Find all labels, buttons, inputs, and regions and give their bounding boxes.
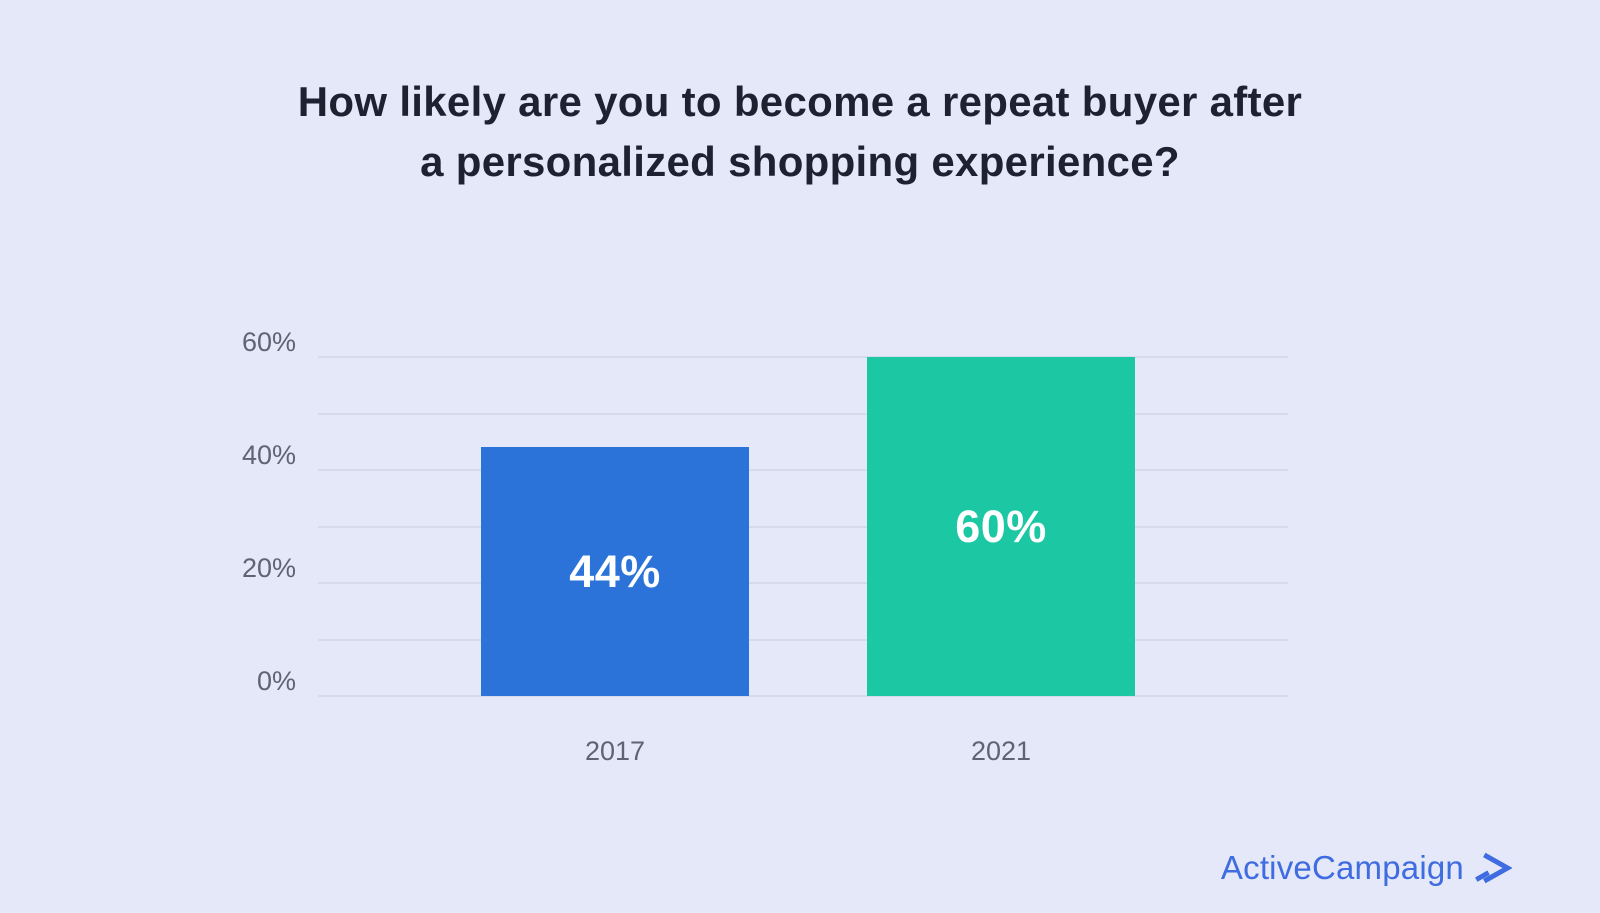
y-axis-tick-label: 0% [256, 666, 296, 696]
gridline [318, 525, 1288, 528]
chart-title-line-1: How likely are you to become a repeat bu… [297, 78, 1303, 125]
x-axis-category-label: 2021 [970, 736, 1032, 766]
bar-value-label: 44% [569, 545, 661, 597]
gridline [318, 638, 1288, 641]
gridline [318, 412, 1288, 415]
bar-2021: 60% [867, 357, 1135, 696]
bar-2017: 44% [481, 447, 749, 696]
chart-title-line-2: a personalized shopping experience? [420, 138, 1180, 185]
y-axis-tick-label: 40% [241, 440, 296, 470]
double-chevron-right-icon [1475, 852, 1512, 884]
brand-name: ActiveCampaign [1220, 849, 1464, 886]
gridline [318, 695, 1288, 697]
brand-logo: ActiveCampaign [1221, 849, 1512, 887]
gridline [318, 356, 1288, 358]
y-axis-tick-label: 60% [241, 327, 296, 357]
chart-title: How likely are you to become a repeat bu… [0, 72, 1600, 192]
gridline [318, 469, 1288, 471]
bar-chart-plot-area: 0% 20% 40% 60% 44% 2017 60% 2021 [242, 329, 1288, 765]
bar-value-label: 60% [955, 500, 1047, 552]
x-axis-category-label: 2017 [584, 736, 646, 766]
y-axis-tick-label: 20% [241, 553, 296, 583]
gridline [318, 582, 1288, 584]
